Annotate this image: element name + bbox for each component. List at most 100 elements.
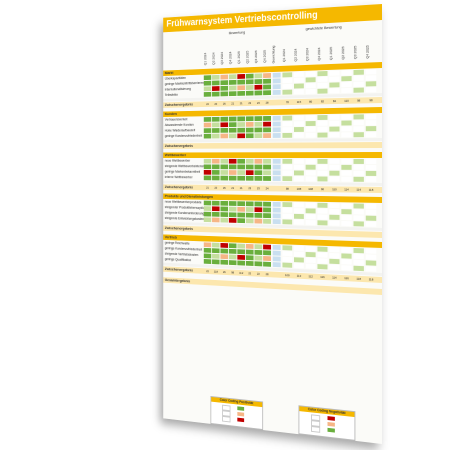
weighted-cell bbox=[353, 215, 363, 220]
subtotal-value bbox=[212, 143, 220, 147]
rating-cell bbox=[212, 176, 220, 180]
weighted-cell bbox=[294, 208, 304, 213]
weighted-cell bbox=[282, 176, 292, 180]
weighted-cell bbox=[329, 171, 339, 175]
weighted-cell bbox=[341, 171, 351, 176]
weighted-cell bbox=[317, 214, 327, 219]
rating-cell bbox=[263, 207, 271, 211]
subtotal-value: 22 bbox=[204, 102, 211, 106]
weighted-cell bbox=[294, 72, 304, 77]
rating-cell bbox=[229, 74, 237, 78]
subtotal-weighted-value bbox=[282, 143, 292, 147]
rating-cell bbox=[204, 201, 211, 205]
period-label: Q2 2024 bbox=[212, 40, 220, 65]
criterion-label: neue Wettbewerberprodukte bbox=[165, 200, 206, 205]
rating-cell bbox=[237, 159, 245, 163]
period-label: Q4 2024 bbox=[229, 39, 237, 64]
criterion-label: geringe Kundenzufriedenheit bbox=[165, 134, 206, 139]
rating-cell bbox=[204, 159, 211, 163]
rating-cell bbox=[254, 116, 262, 120]
weighted-cell bbox=[366, 81, 376, 86]
rating-cell bbox=[229, 218, 237, 222]
period-label: Q4 2025 bbox=[263, 38, 271, 63]
weighted-cell bbox=[329, 259, 339, 264]
rating-cell bbox=[246, 207, 254, 211]
subtotal-value bbox=[212, 227, 220, 231]
subtotal-weighted-value: 96 bbox=[317, 187, 327, 192]
weighted-cell bbox=[366, 87, 376, 92]
rating-cell bbox=[246, 176, 254, 180]
rating-cell bbox=[246, 218, 254, 222]
weighted-cell bbox=[306, 89, 316, 94]
rating-cell bbox=[220, 122, 228, 126]
rating-cell bbox=[246, 170, 254, 174]
rating-cell bbox=[229, 86, 237, 90]
legend-swatch bbox=[327, 428, 334, 433]
weighted-cell bbox=[341, 265, 351, 270]
weight-cell bbox=[273, 84, 281, 89]
rating-cell bbox=[229, 128, 237, 132]
subtotal-value: 23 bbox=[246, 186, 254, 190]
weighted-cell bbox=[353, 159, 363, 163]
weighted-cell bbox=[329, 265, 339, 270]
subtotal-value: 118 bbox=[212, 269, 220, 274]
legend-range bbox=[311, 426, 320, 433]
rating-cell bbox=[237, 218, 245, 222]
weighted-cell bbox=[353, 88, 363, 93]
rating-cell bbox=[254, 170, 262, 174]
weighted-cell bbox=[341, 132, 351, 137]
rating-cell bbox=[237, 85, 245, 89]
rating-cell bbox=[254, 79, 262, 84]
weighted-cell bbox=[353, 254, 363, 259]
weighted-cell bbox=[353, 114, 363, 119]
legend-swatch bbox=[237, 418, 244, 423]
legend-swatch bbox=[237, 406, 244, 411]
rating-cell bbox=[246, 250, 254, 255]
rating-cell bbox=[204, 253, 211, 258]
subtotal-value bbox=[229, 228, 237, 232]
period-label: Q2 2025 bbox=[246, 39, 254, 64]
rating-cell bbox=[212, 128, 220, 132]
rating-cell bbox=[212, 122, 220, 126]
rating-cell bbox=[263, 133, 271, 137]
criterion-label: steigende Wettbewerbsintensität bbox=[165, 164, 206, 169]
weighted-cell bbox=[341, 215, 351, 220]
weighted-cell bbox=[306, 214, 316, 219]
subtotal-weighted-value bbox=[282, 229, 292, 234]
subtotal-value bbox=[204, 227, 211, 231]
weighted-cell bbox=[317, 71, 327, 76]
rating-cell bbox=[263, 176, 271, 180]
bewertung-header-label: Bewertung bbox=[229, 30, 245, 36]
weighted-cell bbox=[282, 202, 292, 207]
weight-cell bbox=[273, 90, 281, 95]
subtotal-weighted-value: 113 bbox=[294, 273, 304, 278]
rating-cell bbox=[229, 134, 237, 138]
rating-cell bbox=[212, 206, 220, 210]
subtotal-weighted-value: 116 bbox=[341, 276, 351, 281]
weighted-cell bbox=[329, 203, 339, 208]
rating-cell bbox=[212, 259, 220, 264]
weighted-cell bbox=[317, 115, 327, 120]
rating-cell bbox=[229, 260, 237, 265]
rating-cell bbox=[229, 255, 237, 260]
subtotal-weighted-value bbox=[306, 143, 316, 147]
weighted-cell bbox=[306, 133, 316, 137]
subtotal-value bbox=[204, 144, 211, 148]
weighted-cell bbox=[294, 220, 304, 225]
subtotal-value: 22 bbox=[254, 271, 262, 276]
rating-cell bbox=[229, 176, 237, 180]
weighted-cell bbox=[353, 82, 363, 87]
subtotal-weighted-value: 108 bbox=[306, 187, 316, 192]
rating-cell bbox=[254, 202, 262, 206]
rating-cell bbox=[204, 176, 211, 180]
weighted-cell bbox=[306, 264, 316, 269]
rating-cell bbox=[212, 248, 220, 253]
weighted-cell bbox=[306, 208, 316, 213]
rating-cell bbox=[237, 91, 245, 95]
weight-cell bbox=[273, 251, 281, 256]
subtotal-value bbox=[220, 228, 228, 232]
rating-cell bbox=[220, 243, 228, 247]
criterion-label: interne Wettbewerber bbox=[165, 175, 206, 180]
rating-cell bbox=[246, 91, 254, 95]
weighted-cell bbox=[353, 248, 363, 253]
